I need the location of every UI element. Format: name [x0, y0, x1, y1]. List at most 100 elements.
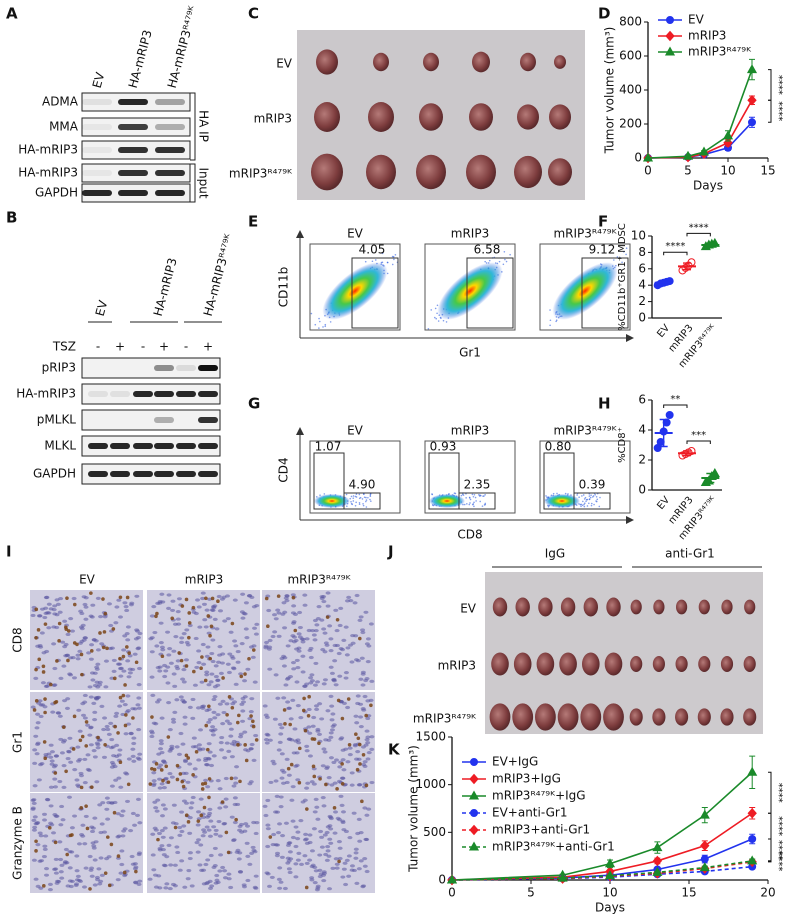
nucleus — [292, 612, 298, 616]
nucleus — [339, 776, 345, 780]
nucleus — [205, 645, 211, 649]
nucleus — [341, 867, 347, 871]
nucleus — [234, 850, 240, 854]
flow-event — [576, 494, 578, 496]
stained-cell — [336, 698, 341, 703]
nucleus — [117, 615, 123, 619]
nucleus — [65, 632, 71, 637]
flow-event — [580, 505, 582, 508]
flow-event — [552, 492, 555, 495]
nucleus — [132, 652, 138, 656]
nucleus — [321, 804, 327, 808]
nucleus — [159, 829, 165, 833]
bracket — [190, 163, 196, 203]
stained-cell — [244, 758, 249, 763]
nucleus — [69, 850, 75, 854]
nucleus — [215, 713, 221, 717]
nucleus — [102, 716, 108, 720]
nucleus — [277, 866, 283, 870]
flow-event — [468, 503, 471, 506]
flow-event — [431, 493, 434, 496]
nucleus — [329, 671, 335, 675]
nucleus — [81, 638, 87, 642]
nucleus — [253, 831, 259, 836]
stained-cell — [53, 771, 58, 775]
nucleus — [37, 831, 43, 835]
nucleus — [137, 879, 143, 883]
nucleus — [188, 806, 194, 810]
stained-cell — [282, 708, 287, 712]
nucleus — [227, 721, 233, 726]
nucleus — [117, 748, 123, 752]
flow-event — [584, 502, 586, 505]
nucleus — [251, 848, 257, 853]
series-line — [451, 771, 753, 881]
nucleus — [192, 683, 198, 687]
nucleus — [60, 640, 66, 644]
nucleus — [177, 833, 183, 838]
y-tick-label: 800 — [619, 15, 642, 29]
nucleus — [160, 835, 166, 839]
nucleus — [302, 593, 308, 597]
stained-cell — [98, 631, 102, 635]
nucleus — [195, 823, 201, 827]
nucleus — [193, 744, 199, 749]
nucleus — [177, 868, 183, 872]
flow-density — [552, 262, 618, 320]
nucleus — [323, 641, 329, 645]
nucleus — [242, 695, 248, 699]
stained-cell — [42, 884, 46, 888]
nucleus — [309, 679, 315, 683]
nucleus — [365, 741, 371, 745]
x-tick-label: EV — [655, 495, 672, 512]
nucleus — [304, 682, 310, 686]
nucleus — [67, 672, 73, 676]
tumor — [535, 703, 556, 731]
nucleus — [104, 807, 110, 811]
nucleus — [179, 859, 185, 863]
flow-density — [544, 494, 580, 508]
legend-marker — [665, 30, 675, 42]
nucleus — [324, 830, 330, 835]
stained-cell — [88, 887, 92, 891]
nucleus — [218, 853, 224, 857]
nucleus — [307, 858, 313, 862]
row-label: Granzyme B — [11, 806, 25, 880]
nucleus — [341, 638, 347, 642]
nucleus — [157, 777, 163, 781]
stained-cell — [310, 737, 315, 741]
nucleus — [42, 844, 48, 848]
nucleus — [175, 610, 181, 614]
panel-letter: F — [598, 213, 608, 231]
stained-cell — [304, 885, 309, 890]
nucleus — [284, 594, 290, 598]
data-point — [748, 835, 757, 844]
nucleus — [132, 823, 138, 827]
band — [88, 471, 108, 477]
nucleus — [362, 760, 368, 764]
flow-event — [345, 493, 348, 496]
nucleus — [131, 759, 137, 763]
y-tick-label: 6 — [638, 261, 646, 275]
nucleus — [149, 636, 155, 640]
gate — [313, 452, 345, 510]
nucleus — [288, 857, 294, 861]
stained-cell — [184, 813, 189, 818]
nucleus — [230, 702, 236, 706]
stained-cell — [360, 799, 364, 804]
nucleus — [125, 638, 131, 642]
nucleus — [97, 882, 103, 886]
y-tick-label: 8 — [638, 245, 646, 259]
nucleus — [355, 831, 361, 836]
nucleus — [290, 835, 296, 840]
nucleus — [282, 886, 288, 891]
nucleus — [187, 623, 193, 628]
nucleus — [231, 667, 237, 671]
flow-event — [549, 324, 551, 327]
nucleus — [319, 717, 325, 721]
nucleus — [233, 644, 239, 648]
legend-label: mRIP3ᴿ⁴⁷⁹ᴷ — [688, 45, 752, 59]
stained-cell — [96, 735, 100, 740]
flow-event — [365, 506, 368, 508]
stained-cell — [208, 633, 212, 638]
